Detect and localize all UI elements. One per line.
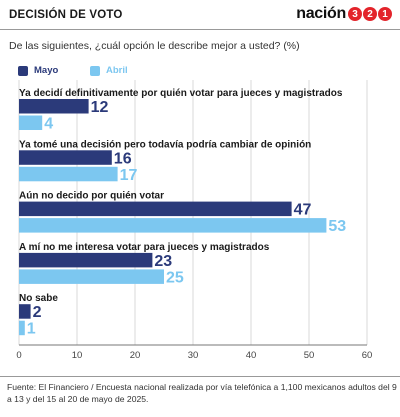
bar-mayo [19, 201, 292, 217]
bar-abril [19, 218, 327, 233]
category-label: A mí no me interesa votar para jueces y … [19, 242, 270, 253]
x-tick-label: 20 [130, 350, 141, 361]
source-note: Fuente: El Financiero / Encuesta naciona… [7, 382, 397, 404]
brand-logo: nación 3 2 1 [296, 5, 392, 23]
bar-abril [19, 320, 25, 336]
category-label: No sabe [19, 293, 58, 304]
legend-swatch-mayo [18, 65, 28, 76]
chart-header-title: DECISIÓN DE VOTO [9, 9, 123, 21]
data-label-mayo: 47 [294, 202, 312, 219]
bar-mayo [19, 150, 112, 165]
bar-mayo [19, 99, 89, 114]
category-label: Aún no decido por quién votar [19, 191, 164, 202]
bar-mayo [19, 304, 31, 319]
legend-item-abril: Abril [90, 65, 128, 76]
bar-mayo [19, 252, 153, 268]
data-label-mayo: 16 [114, 150, 132, 167]
data-label-abril: 17 [120, 167, 138, 184]
data-label-mayo: 23 [154, 253, 172, 270]
legend-label-abril: Abril [106, 65, 128, 76]
header: DECISIÓN DE VOTO nación 3 2 1 [0, 0, 400, 30]
x-tick-label: 0 [16, 350, 21, 361]
header-divider [0, 29, 400, 30]
brand-digit-1: 1 [378, 7, 392, 21]
data-label-mayo: 12 [91, 99, 109, 116]
legend-swatch-abril [90, 65, 100, 76]
bar-abril [19, 269, 164, 284]
data-label-abril: 1 [27, 321, 36, 338]
data-label-abril: 4 [44, 116, 53, 133]
survey-question: De las siguientes, ¿cuál opción le descr… [9, 40, 300, 52]
category-label: Ya decidí definitivamente por quién vota… [19, 88, 343, 99]
legend-item-mayo: Mayo [18, 65, 58, 76]
x-tick-label: 30 [188, 350, 199, 361]
x-tick-label: 50 [304, 350, 315, 361]
footer-divider [0, 376, 400, 377]
x-tick-label: 60 [362, 350, 373, 361]
x-tick-label: 10 [72, 350, 83, 361]
brand-digit-3: 3 [348, 7, 362, 21]
data-label-mayo: 2 [33, 304, 42, 321]
bar-abril [19, 166, 118, 182]
legend-label-mayo: Mayo [34, 65, 59, 76]
x-tick-label: 40 [246, 350, 257, 361]
bar-abril [19, 115, 43, 130]
data-label-abril: 25 [166, 269, 184, 286]
brand-digit-2: 2 [363, 7, 377, 21]
brand-word: nación [296, 5, 346, 22]
data-label-abril: 53 [328, 218, 346, 235]
category-label: Ya tomé una decisión pero todavía podría… [19, 139, 311, 150]
